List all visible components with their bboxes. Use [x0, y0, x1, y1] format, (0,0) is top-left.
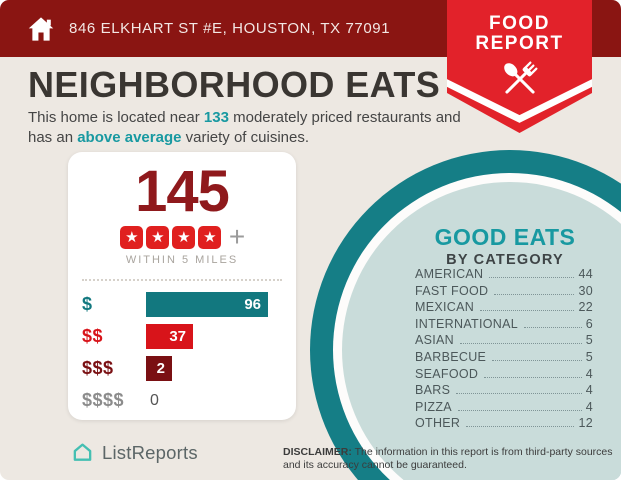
category-value: 4 [585, 383, 593, 398]
intro-text-middle: moderately priced restaurants and has an [28, 109, 461, 146]
intro-text-prefix: This home is located near [28, 109, 204, 126]
good-eats-header: GOOD EATS BY CATEGORY [410, 224, 600, 268]
leader-dots [484, 376, 582, 378]
bar-track: 0 [146, 388, 286, 413]
bar-value: 96 [244, 296, 261, 313]
bar: 2 [146, 356, 172, 381]
brand-logo: ListReports [71, 441, 198, 464]
category-value: 22 [578, 300, 593, 315]
leader-dots [460, 343, 582, 345]
category-value: 44 [578, 267, 593, 281]
bar-value: 37 [169, 328, 186, 345]
radius-caption: WITHIN 5 MILES [125, 254, 239, 266]
category-list: AMERICAN 44 FAST FOOD 30 MEXICAN 22 INTERNATIO… [415, 267, 593, 433]
stats-card: 145 ★ ★ ★ ★ + WITHIN 5 MILES $96 $$ 37 $$$ 2 $$$$… [68, 152, 296, 420]
category-value: 5 [585, 333, 593, 348]
fork-spoon-crossed-icon [504, 61, 538, 94]
badge-title-line1: FOOD [489, 13, 550, 34]
badge-title-line2: REPORT [475, 33, 564, 54]
category-row: PIZZA 4 [415, 400, 593, 417]
address-text: 846 ELKHART ST #E, HOUSTON, TX 77091 [69, 20, 391, 37]
brand-name: ListReports [102, 441, 198, 463]
leader-dots [489, 277, 575, 278]
category-label: INTERNATIONAL [415, 316, 518, 331]
bar-value: 0 [150, 392, 159, 409]
bar: 37 [146, 324, 193, 349]
bar-track: 96 [146, 292, 286, 317]
leader-dots [480, 310, 575, 312]
bar-row: $$ 37 [82, 324, 286, 349]
leader-dots [492, 359, 582, 361]
plus-icon: + [228, 221, 246, 252]
intro-text-suffix: variety of cuisines. [181, 129, 310, 146]
category-row: SEAFOOD 4 [415, 367, 593, 384]
page-title: NEIGHBORHOOD EATS [28, 64, 441, 105]
price-bar-chart: $96 $$ 37 $$$ 2 $$$$ 0 [68, 292, 296, 413]
rating-stars: ★ ★ ★ ★ + [68, 221, 296, 252]
leader-dots [456, 393, 582, 395]
category-label: OTHER [415, 416, 461, 431]
category-label: MEXICAN [415, 300, 475, 315]
variety-highlight: above average [77, 129, 182, 146]
house-outline-icon [73, 443, 92, 461]
good-eats-title: GOOD EATS [434, 224, 576, 250]
category-label: FAST FOOD [415, 283, 489, 298]
leader-dots [494, 293, 575, 295]
bar-track: 2 [146, 356, 286, 381]
category-label: AMERICAN [415, 267, 484, 281]
category-value: 6 [585, 316, 593, 331]
leader-dots [523, 326, 582, 328]
leader-dots [466, 426, 575, 428]
category-label: BARS [415, 383, 451, 398]
disclaimer: DISCLAIMER: The information in this repo… [283, 446, 619, 472]
bar-row: $$$$ 0 [82, 388, 286, 413]
category-value: 4 [585, 399, 593, 414]
category-label: ASIAN [415, 333, 455, 348]
category-label: SEAFOOD [415, 366, 479, 381]
star-icon: ★ [120, 225, 144, 249]
category-label: PIZZA [415, 399, 452, 414]
star-icon: ★ [198, 225, 222, 249]
disclaimer-label: DISCLAIMER: [283, 446, 352, 458]
category-value: 4 [585, 366, 593, 381]
intro-paragraph: This home is located near 133 moderately… [28, 108, 476, 148]
restaurant-count: 145 [135, 159, 230, 224]
bar: 96 [146, 292, 268, 317]
category-row: BARBECUE 5 [415, 350, 593, 367]
leader-dots [457, 409, 582, 411]
category-row: MEXICAN 22 [415, 300, 593, 317]
bar-label: $$ [82, 326, 104, 346]
category-value: 12 [578, 416, 593, 431]
bar-label: $$$$ [82, 390, 125, 410]
category-label: BARBECUE [415, 349, 487, 364]
bar-label: $ [82, 294, 93, 314]
category-row: ASIAN 5 [415, 333, 593, 350]
bar-value: 2 [156, 360, 165, 377]
category-row: OTHER 12 [415, 416, 593, 433]
disclaimer-text: The information in this report is from t… [283, 446, 613, 471]
category-row: INTERNATIONAL 6 [415, 317, 593, 334]
count-highlight: 133 [203, 109, 229, 126]
star-icon: ★ [172, 225, 196, 249]
category-row: BARS 4 [415, 383, 593, 400]
food-report-badge: FOOD REPORT [447, 0, 592, 136]
bar-row: $$$ 2 [82, 356, 286, 381]
bar-track: 37 [146, 324, 286, 349]
good-eats-subtitle: BY CATEGORY [446, 252, 564, 268]
star-icon: ★ [146, 225, 170, 249]
category-row: AMERICAN 44 [415, 267, 593, 284]
category-row: FAST FOOD 30 [415, 284, 593, 301]
divider [82, 279, 282, 281]
category-value: 30 [578, 283, 593, 298]
category-value: 5 [585, 349, 593, 364]
house-icon [28, 16, 54, 41]
bar-label: $$$ [82, 358, 114, 378]
badge-ribbon-shape [447, 0, 592, 133]
bar-row: $96 [82, 292, 286, 317]
